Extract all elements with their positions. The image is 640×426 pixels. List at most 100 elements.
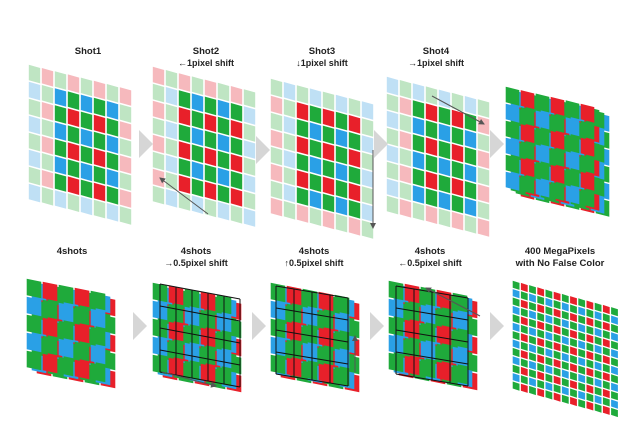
long-arrow-icon	[431, 95, 485, 125]
pixel-cell	[438, 106, 451, 126]
pixel-cell	[580, 120, 595, 140]
pixel-cell	[578, 331, 586, 342]
pixel-cell	[322, 108, 335, 128]
pixel-cell	[537, 362, 545, 373]
pixel-cell	[309, 207, 322, 226]
chevron-right-icon	[133, 312, 147, 340]
pixel-cell	[399, 165, 412, 184]
pixel-cell	[520, 383, 528, 393]
pixel-cell	[578, 357, 586, 367]
pixel-cell	[217, 150, 230, 170]
pixel-cell	[217, 82, 230, 102]
pixel-cell	[602, 363, 610, 373]
shot3-grid	[270, 78, 374, 239]
pixel-cell	[602, 321, 610, 331]
pixel-cell	[545, 356, 553, 366]
chevron-right-icon	[490, 312, 504, 340]
pixel-cell	[119, 138, 132, 157]
pixel-cell	[561, 335, 569, 346]
pixel-cell	[529, 310, 536, 320]
stack2-title: 4shots	[181, 246, 212, 257]
pixel-cell	[520, 141, 535, 161]
pixel-cell	[553, 342, 561, 352]
pixel-cell	[152, 83, 165, 103]
pixel-cell	[553, 358, 561, 369]
pixel-cell	[550, 181, 565, 201]
pixel-cell	[74, 341, 90, 362]
pixel-cell	[550, 130, 565, 150]
pixel-cell	[553, 384, 561, 394]
pixel-cell	[570, 338, 577, 348]
pixel-cell	[512, 289, 520, 299]
pixel-cell	[578, 390, 586, 400]
pixel-cell	[361, 169, 374, 188]
pixel-cell	[570, 346, 577, 356]
pixel-cell	[545, 289, 553, 299]
pixel-cell	[230, 120, 243, 139]
shot2-grid	[152, 66, 256, 227]
pixel-cell	[545, 306, 553, 316]
pixel-cell	[451, 177, 464, 197]
grid-line	[275, 373, 349, 387]
pixel-cell	[550, 164, 565, 184]
pixel-cell	[386, 127, 399, 147]
pixel-cell	[80, 162, 93, 182]
pixel-cell	[537, 379, 545, 389]
pixel-cell	[520, 299, 528, 309]
pixel-cell	[54, 139, 67, 158]
pixel-cell	[178, 192, 191, 211]
pixel-cell	[520, 358, 528, 368]
pixel-cell	[580, 171, 595, 191]
pixel-cell	[512, 373, 520, 383]
stack1-grid	[26, 278, 116, 389]
pixel-cell	[93, 199, 106, 219]
pixel-cell	[438, 123, 451, 143]
pixel-cell	[520, 124, 535, 144]
pixel-cell	[578, 315, 586, 325]
pixel-cell	[296, 85, 309, 104]
pixel-cell	[520, 333, 528, 343]
chevron-right-icon-shape	[133, 312, 147, 340]
pixel-cell	[545, 331, 553, 341]
stack3-overlay	[275, 285, 349, 387]
pixel-cell	[452, 346, 468, 367]
pixel-cell	[283, 133, 296, 152]
pixel-cell	[412, 134, 425, 153]
pixel-cell	[152, 151, 165, 171]
pixel-cell	[452, 310, 468, 331]
pixel-cell	[570, 388, 577, 398]
pixel-cell	[178, 158, 191, 177]
shot2-title: Shot2	[193, 46, 219, 57]
pixel-cell	[58, 302, 74, 323]
pixel-cell	[565, 134, 580, 154]
pixel-cell	[191, 110, 204, 129]
chevron-right-icon	[252, 312, 266, 340]
pixel-cell	[438, 89, 451, 109]
pixel-cell	[586, 308, 594, 319]
pixel-cell	[106, 203, 119, 222]
pixel-cell	[296, 170, 309, 189]
pixel-cell	[520, 324, 528, 335]
pixel-cell	[602, 338, 610, 348]
pixel-cell	[520, 308, 528, 318]
pixel-cell	[399, 80, 412, 99]
pixel-cell	[529, 352, 536, 362]
pixel-cell	[594, 386, 602, 396]
pixel-cell	[309, 190, 322, 209]
pixel-cell	[191, 144, 204, 163]
pixel-cell	[58, 356, 74, 377]
pixel-cell	[512, 347, 520, 358]
pixel-cell	[565, 168, 580, 188]
pixel-cell	[191, 195, 204, 214]
pixel-cell	[611, 340, 618, 350]
pixel-cell	[204, 147, 217, 167]
pixel-cell	[553, 350, 561, 360]
pixel-cell	[322, 193, 335, 213]
pixel-cell	[152, 168, 165, 188]
pixel-cell	[570, 354, 577, 365]
pixel-cell	[309, 173, 322, 192]
pixel-cell	[545, 314, 553, 324]
pixel-cell	[334, 366, 350, 387]
pixel-cell	[42, 353, 58, 374]
pixel-cell	[348, 115, 361, 134]
